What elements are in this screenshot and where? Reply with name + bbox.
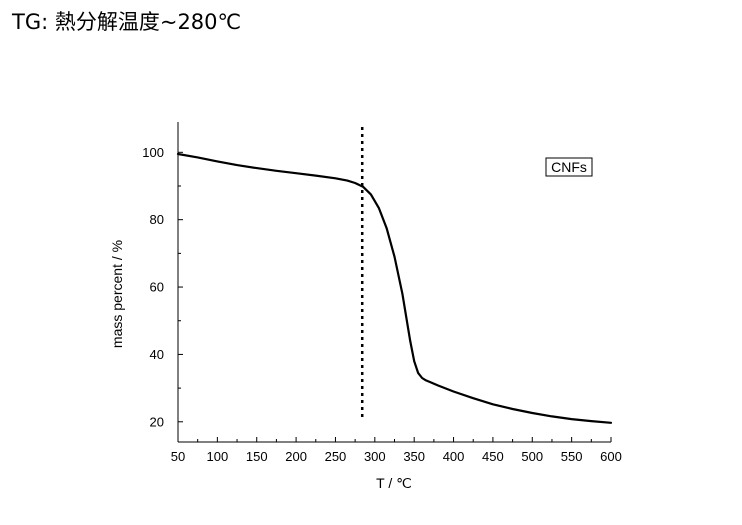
- x-tick-label: 200: [285, 449, 307, 464]
- x-tick-label: 600: [600, 449, 622, 464]
- y-tick-label: 40: [150, 347, 164, 362]
- legend-label: CNFs: [551, 159, 587, 175]
- x-axis-title: T / ℃: [376, 475, 412, 491]
- chart-ticks: 50 100 150 200 250 300 350 400 450 500 550 600 20 40 6…: [142, 145, 622, 464]
- series-line-cnfs: [176, 152, 613, 424]
- x-tick-label: 100: [207, 449, 229, 464]
- x-tick-label: 450: [482, 449, 504, 464]
- x-tick-label: 550: [561, 449, 583, 464]
- x-tick-label: 300: [364, 449, 386, 464]
- x-tick-label: 150: [246, 449, 268, 464]
- x-tick-label: 500: [521, 449, 543, 464]
- x-tick-label: 250: [325, 449, 347, 464]
- x-tick-label: 400: [443, 449, 465, 464]
- y-axis-title: mass percent / %: [109, 240, 125, 348]
- y-tick-label: 20: [150, 414, 164, 429]
- y-tick-label: 100: [142, 145, 164, 160]
- y-tick-label: 80: [150, 212, 164, 227]
- chart-marks: [176, 127, 613, 424]
- x-tick-label: 350: [403, 449, 425, 464]
- page-title: TG: 熱分解温度~280℃: [12, 10, 242, 34]
- chart-legend: CNFs: [545, 157, 593, 177]
- y-tick-label: 60: [150, 280, 164, 295]
- x-tick-label: 50: [171, 449, 185, 464]
- legend-box: [545, 157, 593, 177]
